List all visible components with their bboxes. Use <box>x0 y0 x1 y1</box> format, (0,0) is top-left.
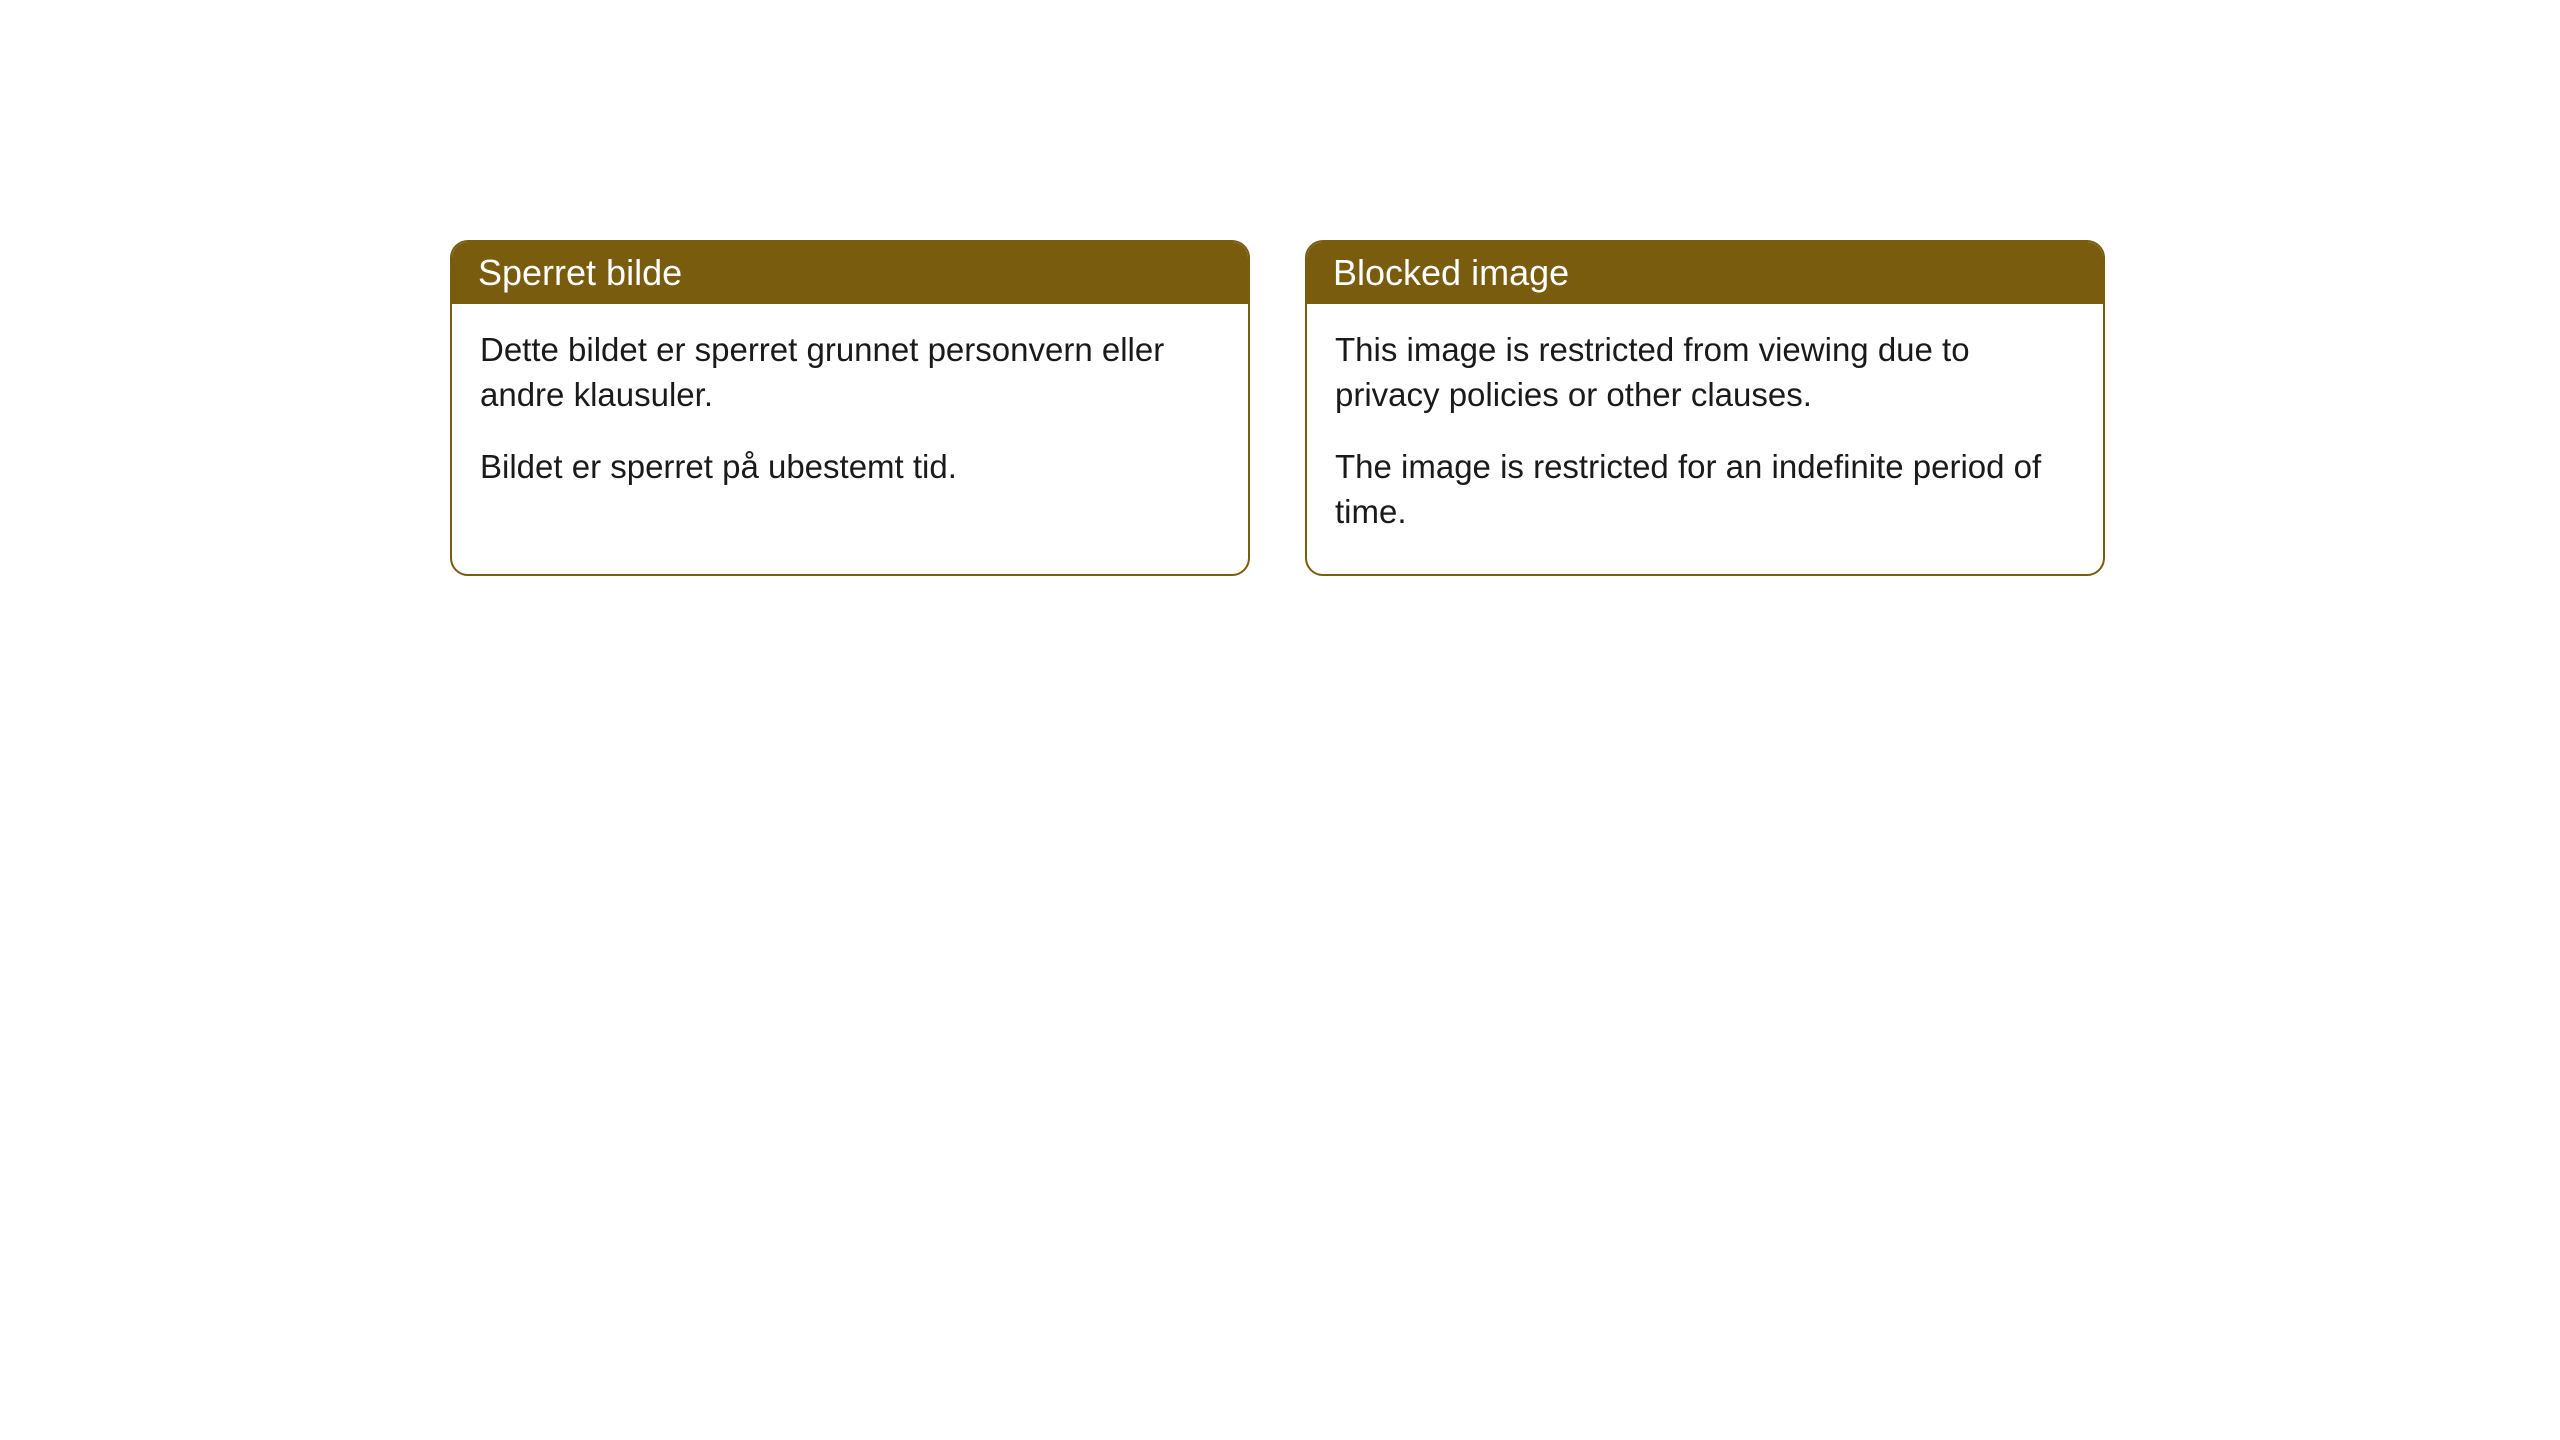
notice-cards-container: Sperret bilde Dette bildet er sperret gr… <box>450 240 2105 576</box>
card-body-english: This image is restricted from viewing du… <box>1307 304 2103 574</box>
card-header-norwegian: Sperret bilde <box>452 242 1248 304</box>
card-body-norwegian: Dette bildet er sperret grunnet personve… <box>452 304 1248 530</box>
card-header-english: Blocked image <box>1307 242 2103 304</box>
notice-text-norwegian-1: Dette bildet er sperret grunnet personve… <box>480 328 1220 417</box>
notice-text-english-2: The image is restricted for an indefinit… <box>1335 445 2075 534</box>
notice-text-english-1: This image is restricted from viewing du… <box>1335 328 2075 417</box>
notice-text-norwegian-2: Bildet er sperret på ubestemt tid. <box>480 445 1220 490</box>
blocked-image-card-norwegian: Sperret bilde Dette bildet er sperret gr… <box>450 240 1250 576</box>
blocked-image-card-english: Blocked image This image is restricted f… <box>1305 240 2105 576</box>
